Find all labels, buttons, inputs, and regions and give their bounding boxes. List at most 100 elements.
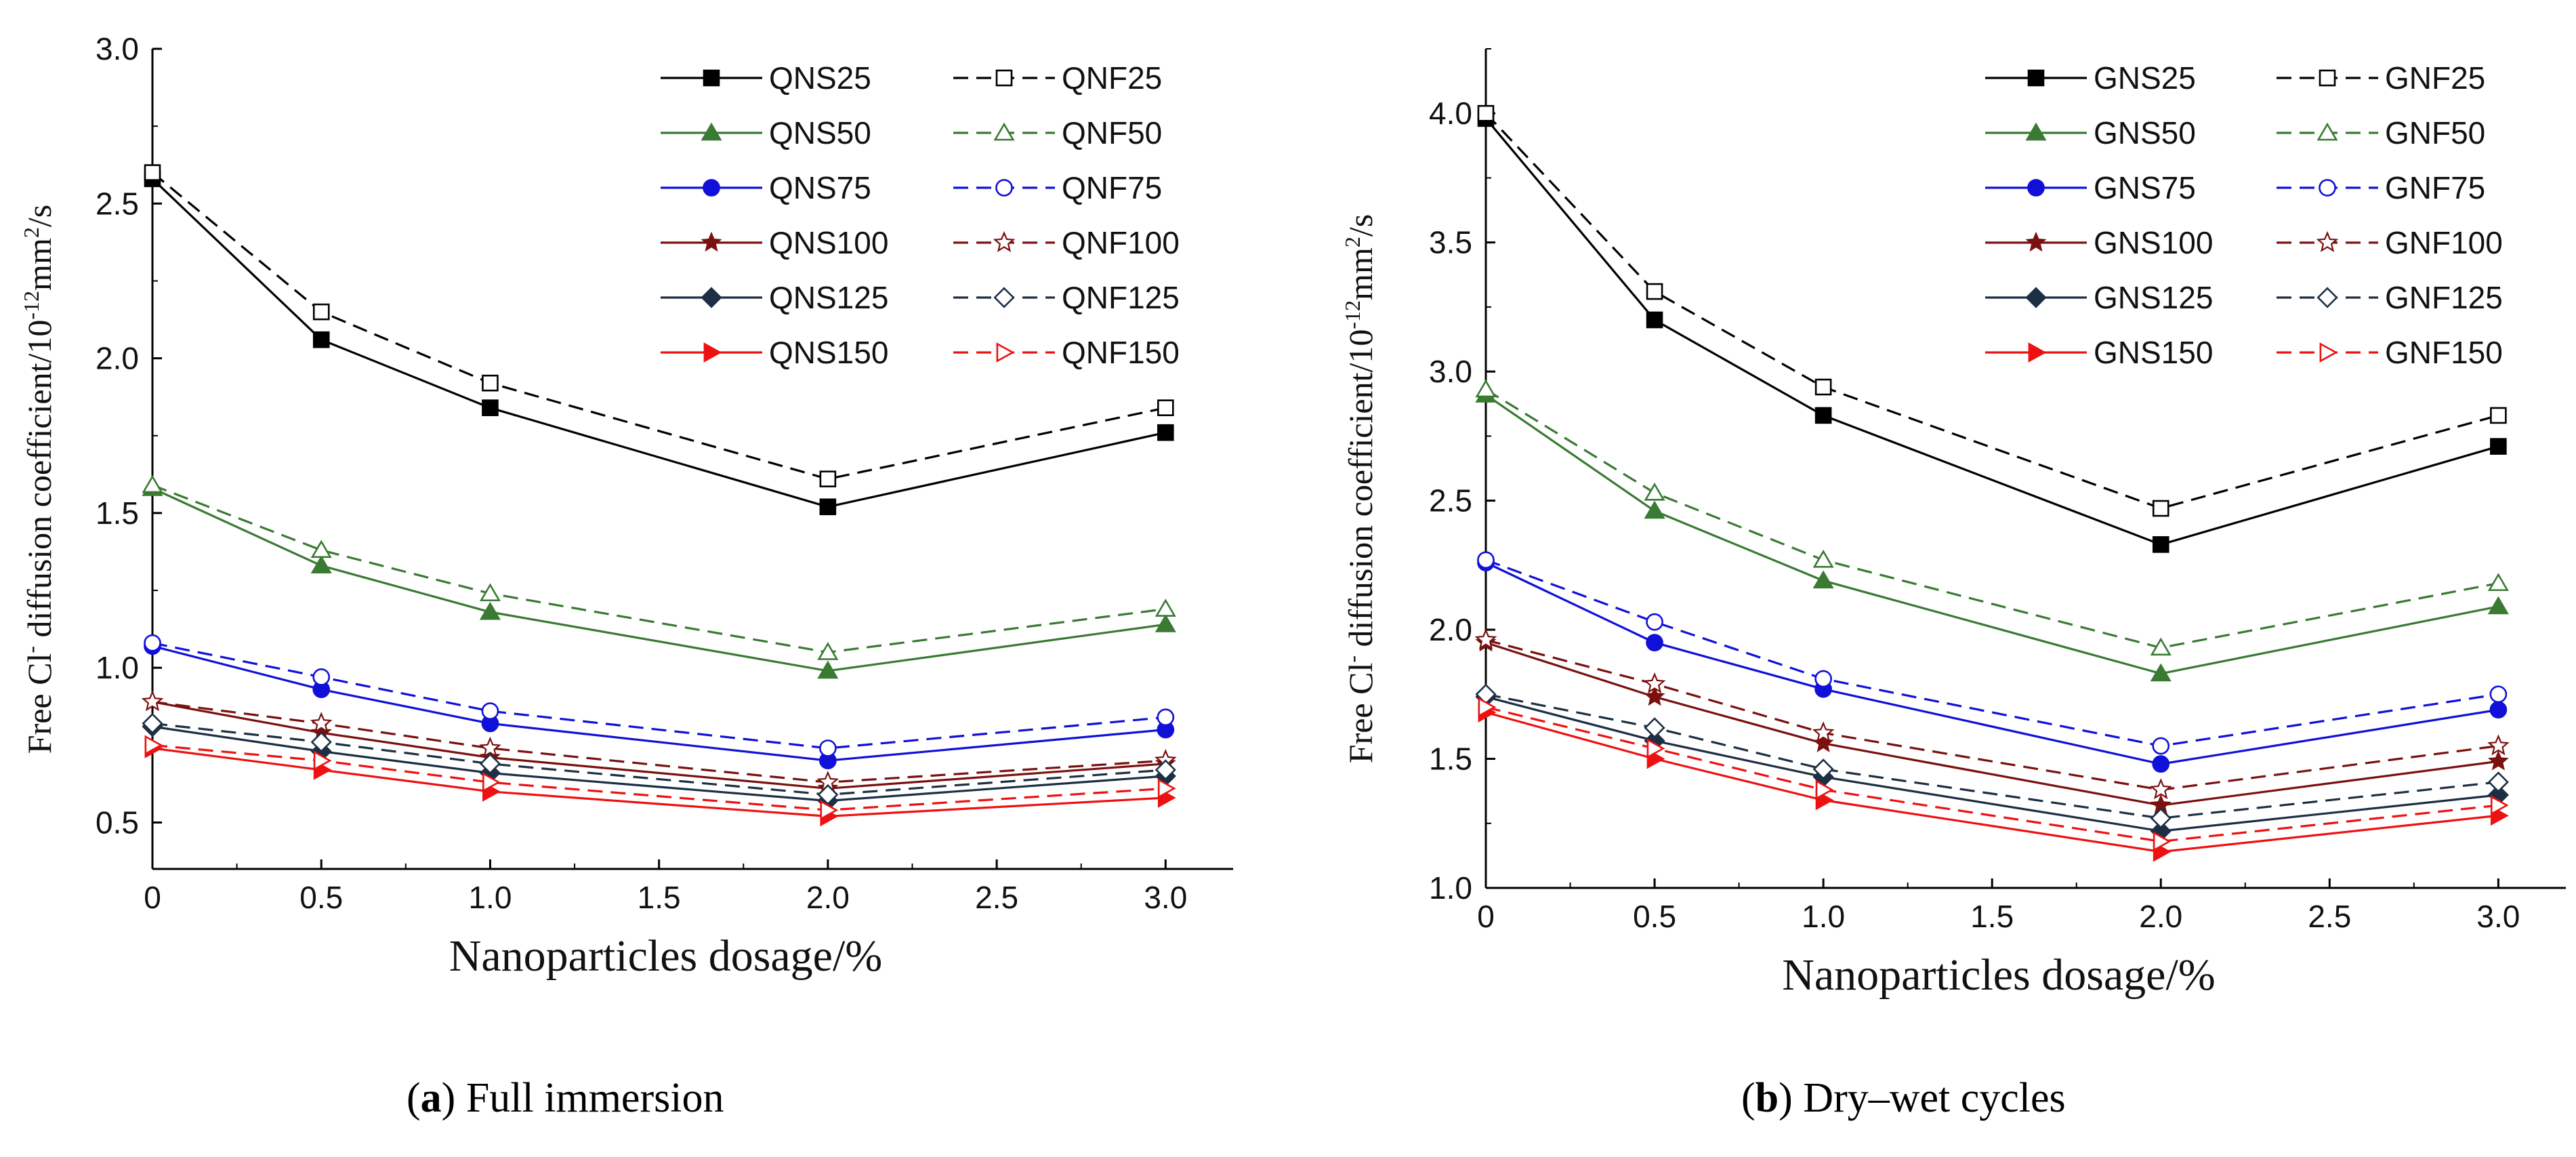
- chart-a-x-tick-label: 3.0: [1144, 880, 1187, 915]
- chart-b-x-tick-label: 1.5: [1970, 899, 2014, 934]
- chart-a-series-QNF50: [142, 474, 1176, 660]
- caption-b: (b) Dry–wet cycles: [1741, 1075, 2066, 1121]
- chart-b-legend-marker-GNF75: [2319, 179, 2336, 197]
- chart-b-point-GNF150: [1815, 779, 1834, 800]
- chart-a-legend-marker-QNF50: [993, 122, 1015, 141]
- chart-b-y-tick-label: 1.0: [1429, 870, 1472, 906]
- caption-b-text: Dry–wet cycles: [1803, 1075, 2066, 1121]
- chart-a-y-axis-title-part: mm: [20, 238, 58, 291]
- chart-a-point-QNF75: [312, 668, 331, 686]
- chart-b-point-GNF125: [1644, 717, 1665, 739]
- chart-a-legend-label-QNS100: QNS100: [769, 225, 888, 260]
- chart-a-point-QNF125: [310, 731, 332, 753]
- chart-b-point-GNF100: [1643, 672, 1666, 693]
- chart-a-legend-marker-QNF125: [993, 287, 1015, 308]
- chart-b-x-axis-title: Nanoparticles dosage/%: [1782, 950, 2216, 1000]
- chart-b-point-GNS25: [2152, 536, 2169, 553]
- chart-a-y-axis-title-part: /s: [20, 205, 58, 227]
- chart-b-point-GNS75: [2489, 701, 2508, 719]
- chart-a-point-QNF50: [142, 474, 163, 493]
- chart-a-point-QNF150: [313, 750, 332, 771]
- chart-b-point-GNF100: [1812, 721, 1835, 743]
- chart-panel-b: 0 0.5 1.0 1.5 2.0 2.5 3.0 1.0 1.5 2.0 2.5 3.0 3.5 4.0…: [1287, 0, 2576, 1157]
- chart-b-y-tick-label: 2.5: [1429, 483, 1472, 519]
- chart-b-line-GNF25: [1484, 113, 2499, 510]
- chart-a-y-tick-label: 1.0: [96, 650, 139, 685]
- chart-b-y-tick-label: 2.0: [1429, 612, 1472, 647]
- chart-b-svg: 0 0.5 1.0 1.5 2.0 2.5 3.0 1.0 1.5 2.0 2.5 3.0 3.5 4.0…: [1340, 48, 2566, 1000]
- chart-b-line-GNS100: [1485, 641, 2499, 807]
- chart-b-legend-label-GNF125: GNF125: [2385, 280, 2503, 315]
- chart-a-x-tick-label: 0.5: [299, 880, 343, 915]
- chart-a-legend-label-QNF150: QNF150: [1062, 335, 1180, 370]
- chart-b-legend-marker-GNS100: [2025, 231, 2047, 252]
- chart-a-legend-label-QNS75: QNS75: [769, 170, 871, 205]
- chart-a-line-QNS125: [152, 725, 1166, 803]
- chart-a-point-QNF50: [479, 583, 501, 602]
- chart-a-point-QNF150: [144, 735, 163, 756]
- chart-a-point-QNS50: [310, 555, 332, 573]
- chart-b-point-GNF25: [2490, 407, 2507, 424]
- caption-b-letter: b: [1755, 1075, 1779, 1121]
- chart-b-legend-label-GNS50: GNS50: [2094, 115, 2196, 150]
- chart-b-legend-label-GNF75: GNF75: [2385, 170, 2485, 205]
- chart-a-legend-marker-QNF75: [995, 179, 1013, 197]
- chart-a-y-axis-title-part: Free Cl: [20, 653, 58, 754]
- chart-panel-a: 0 0.5 1.0 1.5 2.0 2.5 3.0 0.5 1.0 1.5 2.0 2.5 3.0 Nan…: [0, 0, 1287, 1157]
- chart-a-point-QNS25: [482, 399, 499, 416]
- chart-b-legend: GNS25 GNF25 GNS50 GNF50 GNS75 GNF75 GNS100 GNF1…: [1985, 60, 2503, 370]
- chart-b-point-GNF50: [1812, 549, 1834, 568]
- chart-b-point-GNF75: [2489, 685, 2508, 704]
- chart-b-x-tick-label: 0.5: [1633, 899, 1676, 934]
- chart-a-legend-marker-QNF25: [995, 69, 1013, 87]
- chart-a-point-QNF125: [1155, 759, 1176, 781]
- chart-b-point-GNS50: [1812, 570, 1834, 589]
- chart-b-line-GNF100: [1485, 638, 2499, 791]
- chart-b-point-GNS100: [2487, 750, 2509, 771]
- chart-b-point-GNS75: [2152, 755, 2170, 773]
- chart-a-point-QNF25: [1157, 399, 1174, 416]
- chart-a-legend-label-QNF125: QNF125: [1062, 280, 1180, 315]
- chart-a-y-axis-title-part: diffusion coefficient/10: [20, 320, 58, 646]
- chart-b-legend-label-GNS25: GNS25: [2094, 60, 2196, 96]
- chart-b-x-tick-label: 1.0: [1802, 899, 1845, 934]
- chart-a-y-tick-label: 0.5: [96, 805, 139, 840]
- chart-b-y-axis-title: Free Cl- diffusion coefficient/10-12mm2/…: [1340, 214, 1379, 763]
- chart-b-point-GNF25: [1646, 283, 1663, 300]
- caption-a-text: Full immersion: [465, 1075, 724, 1121]
- chart-b-x-tick-label: 0: [1477, 899, 1495, 934]
- chart-a-svg: 0 0.5 1.0 1.5 2.0 2.5 3.0 0.5 1.0 1.5 2.0 2.5 3.0 Nan…: [19, 31, 1233, 981]
- chart-b-point-GNS25: [1814, 407, 1832, 424]
- chart-b-legend-label-GNF150: GNF150: [2385, 335, 2503, 370]
- chart-a-point-QNF75: [481, 702, 499, 720]
- chart-b-y-axis-title-part: /s: [1342, 214, 1379, 237]
- chart-a-point-QNS25: [1157, 424, 1174, 441]
- chart-a-legend-label-QNS25: QNS25: [769, 60, 871, 96]
- chart-a-point-QNS25: [312, 331, 330, 348]
- chart-a-point-QNF125: [142, 712, 163, 734]
- chart-a-point-QNF125: [817, 784, 839, 806]
- chart-b-point-GNF25: [1814, 378, 1832, 396]
- chart-b-point-GNF75: [1814, 670, 1832, 688]
- chart-a-point-QNF150: [1157, 778, 1176, 799]
- chart-b-y-tick-label: 3.0: [1429, 354, 1472, 389]
- chart-a-legend-marker-QNF150: [996, 342, 1015, 363]
- chart-a-legend-marker-QNS50: [701, 122, 722, 141]
- chart-b-y-axis-title-part: Free Cl: [1342, 663, 1379, 764]
- chart-b-series-GNF125: [1475, 683, 2509, 829]
- chart-b-point-GNF150: [1478, 697, 1497, 718]
- chart-a-point-QNF75: [819, 739, 837, 757]
- chart-a-point-QNF50: [310, 540, 332, 559]
- chart-b-series-GNS25: [1477, 110, 2507, 553]
- chart-b-legend-marker-GNS75: [2027, 179, 2045, 197]
- chart-b-point-GNF125: [1812, 758, 1834, 780]
- chart-a-legend-label-QNS50: QNS50: [769, 115, 871, 150]
- chart-b-point-GNS25: [1646, 311, 1663, 329]
- chart-a-legend-label-QNS125: QNS125: [769, 280, 888, 315]
- chart-a-point-QNF75: [144, 634, 161, 652]
- chart-b-point-GNF75: [1646, 613, 1663, 631]
- chart-a-point-QNF100: [141, 690, 164, 712]
- chart-a-point-QNF50: [817, 642, 839, 660]
- chart-b-legend-marker-GNF125: [2317, 287, 2338, 308]
- chart-a-line-QNS100: [152, 700, 1166, 790]
